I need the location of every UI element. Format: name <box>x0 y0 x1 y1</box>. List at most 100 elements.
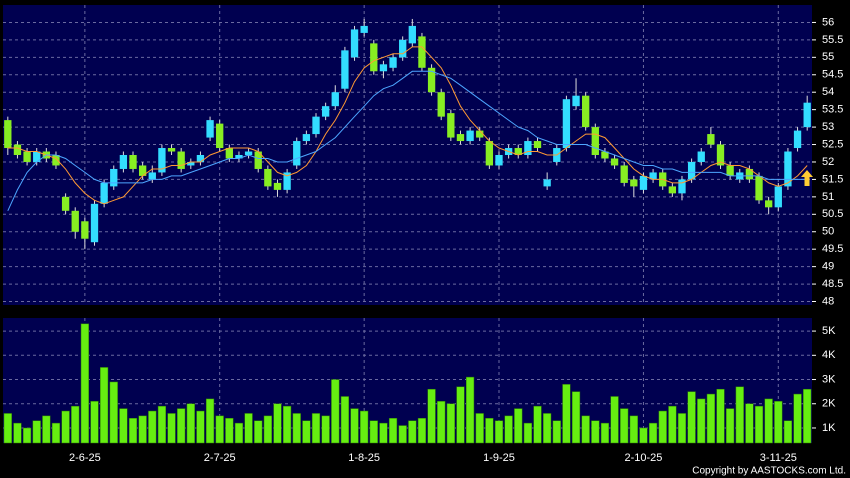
volume-bar <box>465 376 475 444</box>
candle-body <box>177 151 185 169</box>
y-tick-label: 49.5 <box>822 243 843 255</box>
volume-bar <box>388 418 398 444</box>
candle-body <box>707 134 715 145</box>
volume-bar <box>514 408 523 444</box>
volume-bar <box>745 403 754 444</box>
volume-bar <box>639 427 648 444</box>
label-layer: 2-6-25 2-7-25 1-8-25 1-9-25 2-10-25 3-11-25 48… <box>69 16 843 464</box>
candle-body <box>476 130 484 138</box>
volume-bar <box>783 420 793 444</box>
volume-bar <box>196 410 205 444</box>
candle-body <box>148 172 156 180</box>
candle-body <box>52 155 60 166</box>
candle-body <box>321 106 330 117</box>
volume-bar <box>32 420 41 444</box>
volume-bar <box>263 415 272 444</box>
volume-bar <box>61 410 70 444</box>
y-tick-label: 50 <box>822 226 834 238</box>
candle-body <box>601 151 609 159</box>
candle-body <box>639 175 648 190</box>
volume-bar <box>408 420 417 444</box>
volume-bar <box>456 386 465 444</box>
volume-bar <box>716 388 725 444</box>
candle-body <box>418 36 426 68</box>
y-tick-label: 3K <box>822 373 836 385</box>
volume-bar <box>13 422 22 444</box>
volume-bar <box>668 405 677 444</box>
candle-body <box>543 179 551 187</box>
candle-body <box>630 179 638 187</box>
y-tick-label: 53 <box>822 121 834 133</box>
volume-bar <box>90 401 99 444</box>
volume-bar <box>523 422 532 444</box>
candle-body <box>514 148 522 155</box>
volume-bar <box>119 408 128 444</box>
candle-body <box>187 161 195 166</box>
volume-bar <box>620 408 629 444</box>
volume-bar <box>591 420 600 444</box>
volume-bar <box>581 415 590 444</box>
candle-body <box>447 113 455 138</box>
volume-bar <box>331 379 340 444</box>
volume-bar <box>562 384 571 444</box>
candle-body <box>4 120 12 149</box>
candle-body <box>572 95 580 107</box>
volume-bar <box>735 386 744 444</box>
x-tick-label: 1-9-25 <box>483 452 515 464</box>
candle-body <box>33 151 41 162</box>
y-tick-label: 52.5 <box>822 138 843 150</box>
volume-bar <box>244 413 253 444</box>
candle-body <box>774 186 782 208</box>
volume-bar <box>215 415 224 444</box>
candle-body <box>312 116 320 135</box>
volume-bar <box>302 420 311 444</box>
candle-body <box>360 25 368 33</box>
candle-body <box>745 168 754 180</box>
volume-bar <box>71 405 80 444</box>
volume-bar <box>138 415 147 444</box>
volume-bar <box>321 415 330 444</box>
x-tick-label: 2-6-25 <box>69 452 101 464</box>
candle-body <box>273 182 282 190</box>
volume-bar <box>42 415 51 444</box>
candle-body <box>225 148 233 159</box>
candle-body <box>649 172 657 180</box>
candle-body <box>196 155 205 162</box>
volume-bar <box>234 422 244 444</box>
volume-bar <box>51 422 61 444</box>
volume-bar <box>148 410 157 444</box>
volume-bar <box>350 408 359 444</box>
volume-bar <box>629 415 638 444</box>
candle-body <box>216 123 224 149</box>
candle-body <box>264 168 272 187</box>
candle-body <box>167 148 176 152</box>
volume-bar <box>774 401 783 444</box>
volume-bar <box>533 405 542 444</box>
candle-body <box>610 158 619 166</box>
candle-body <box>437 92 445 117</box>
volume-bar <box>225 418 234 444</box>
volume-bar <box>417 418 427 444</box>
volume-bar <box>571 391 581 444</box>
volume-bar <box>658 410 667 444</box>
candle-body <box>254 151 262 169</box>
candle-body <box>379 64 388 72</box>
volume-bar <box>22 427 32 444</box>
candle-body <box>341 50 349 89</box>
volume-bar <box>273 403 282 444</box>
price-panel <box>3 5 812 305</box>
volume-bar <box>311 413 321 444</box>
y-tick-label: 51.5 <box>822 173 843 185</box>
candle-body <box>206 120 214 138</box>
candle-body <box>533 141 542 149</box>
candle-body <box>427 67 436 93</box>
candle-body <box>13 144 22 155</box>
volume-panel <box>3 318 812 443</box>
volume-bar <box>504 415 513 444</box>
candle-body <box>562 99 571 149</box>
candle-body <box>524 141 532 155</box>
y-tick-label: 49 <box>822 261 834 273</box>
volume-bar <box>157 405 167 444</box>
candle-body <box>765 200 773 208</box>
